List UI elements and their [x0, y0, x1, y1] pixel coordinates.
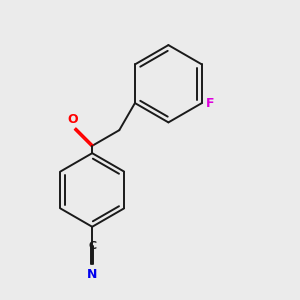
- Text: C: C: [88, 241, 96, 251]
- Text: O: O: [67, 113, 78, 126]
- Text: N: N: [87, 268, 98, 281]
- Text: F: F: [206, 97, 215, 110]
